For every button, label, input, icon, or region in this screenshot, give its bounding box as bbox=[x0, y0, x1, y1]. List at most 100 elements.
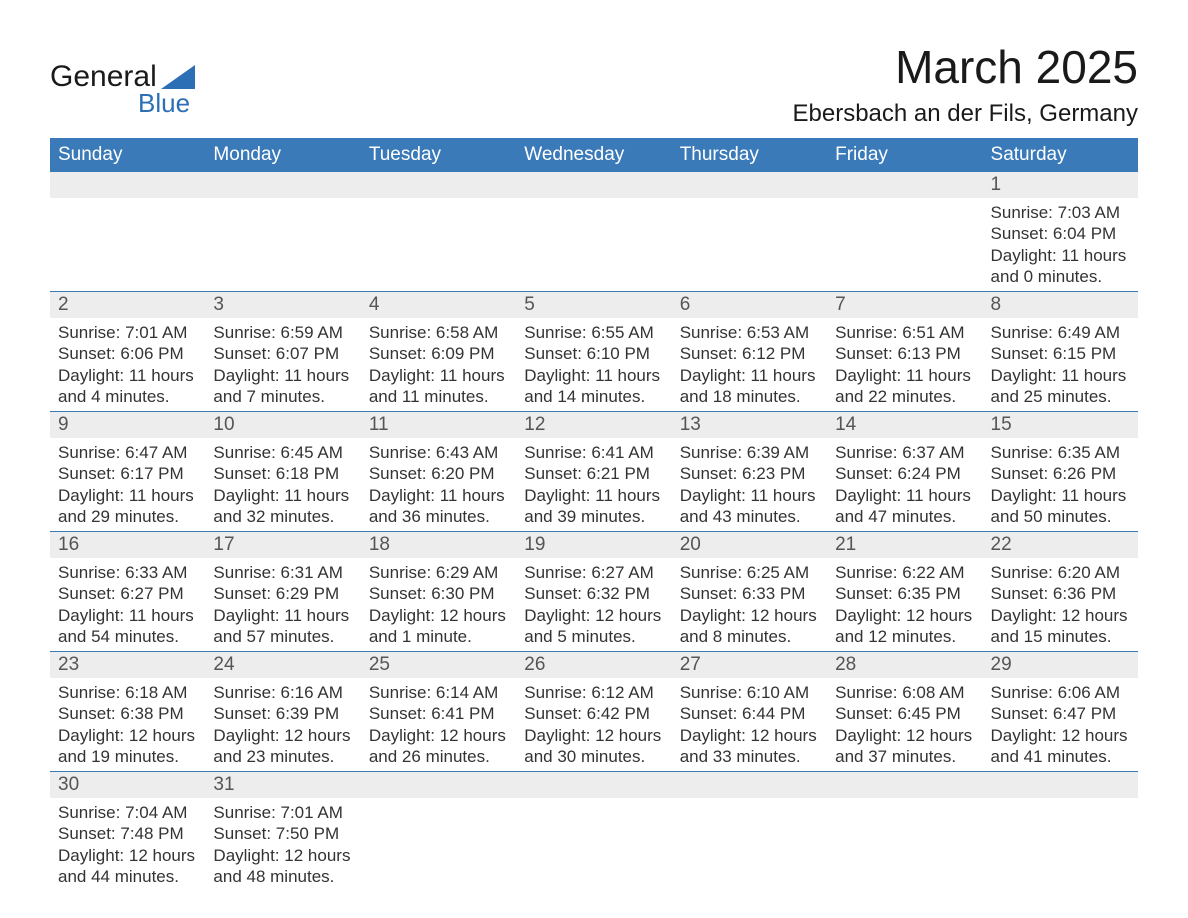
day-number: 29 bbox=[983, 652, 1138, 678]
day-number: 9 bbox=[50, 412, 205, 438]
daynum-cell: 26 bbox=[516, 652, 671, 678]
cell-sunset: Sunset: 6:17 PM bbox=[58, 463, 197, 484]
calendar-cell: Sunrise: 6:16 AMSunset: 6:39 PMDaylight:… bbox=[205, 678, 360, 771]
cell-body: Sunrise: 6:22 AMSunset: 6:35 PMDaylight:… bbox=[827, 558, 982, 647]
cell-sunset: Sunset: 6:09 PM bbox=[369, 343, 508, 364]
cell-sunset: Sunset: 6:18 PM bbox=[213, 463, 352, 484]
logo-triangle-icon bbox=[161, 65, 195, 89]
calendar-cell: Sunrise: 6:37 AMSunset: 6:24 PMDaylight:… bbox=[827, 438, 982, 531]
calendar-cell: Sunrise: 6:06 AMSunset: 6:47 PMDaylight:… bbox=[983, 678, 1138, 771]
cell-body bbox=[50, 198, 205, 202]
daynum-strip: 3031 bbox=[50, 772, 1138, 798]
daynum-cell bbox=[361, 172, 516, 198]
cell-daylight1: Daylight: 12 hours bbox=[213, 725, 352, 746]
calendar-cell: Sunrise: 7:04 AMSunset: 7:48 PMDaylight:… bbox=[50, 798, 205, 891]
day-number: 17 bbox=[205, 532, 360, 558]
cell-sunrise: Sunrise: 7:01 AM bbox=[213, 802, 352, 823]
day-number: 8 bbox=[983, 292, 1138, 318]
dayhead-tue: Tuesday bbox=[361, 138, 516, 172]
cell-daylight1: Daylight: 11 hours bbox=[991, 365, 1130, 386]
calendar-cell: Sunrise: 6:41 AMSunset: 6:21 PMDaylight:… bbox=[516, 438, 671, 531]
daynum-strip: 9101112131415 bbox=[50, 412, 1138, 438]
cell-sunset: Sunset: 6:26 PM bbox=[991, 463, 1130, 484]
calendar-cell: Sunrise: 6:12 AMSunset: 6:42 PMDaylight:… bbox=[516, 678, 671, 771]
cell-sunrise: Sunrise: 6:20 AM bbox=[991, 562, 1130, 583]
cell-daylight1: Daylight: 12 hours bbox=[835, 605, 974, 626]
cell-sunrise: Sunrise: 7:04 AM bbox=[58, 802, 197, 823]
daynum-cell: 18 bbox=[361, 532, 516, 558]
cell-sunrise: Sunrise: 6:14 AM bbox=[369, 682, 508, 703]
cell-daylight1: Daylight: 11 hours bbox=[213, 485, 352, 506]
cell-sunset: Sunset: 6:35 PM bbox=[835, 583, 974, 604]
day-number: 3 bbox=[205, 292, 360, 318]
calendar-cell bbox=[516, 798, 671, 891]
cell-daylight2: and 7 minutes. bbox=[213, 386, 352, 407]
cell-daylight2: and 18 minutes. bbox=[680, 386, 819, 407]
cell-daylight2: and 25 minutes. bbox=[991, 386, 1130, 407]
cell-body bbox=[361, 798, 516, 802]
day-number: 16 bbox=[50, 532, 205, 558]
day-number: 6 bbox=[672, 292, 827, 318]
daynum-strip: 2345678 bbox=[50, 292, 1138, 318]
daynum-cell: 15 bbox=[983, 412, 1138, 438]
cell-daylight1: Daylight: 11 hours bbox=[524, 485, 663, 506]
cell-sunset: Sunset: 6:42 PM bbox=[524, 703, 663, 724]
cell-daylight2: and 23 minutes. bbox=[213, 746, 352, 767]
cell-daylight1: Daylight: 12 hours bbox=[991, 725, 1130, 746]
cell-body: Sunrise: 6:41 AMSunset: 6:21 PMDaylight:… bbox=[516, 438, 671, 527]
cell-daylight1: Daylight: 12 hours bbox=[991, 605, 1130, 626]
day-number: 21 bbox=[827, 532, 982, 558]
day-number: 27 bbox=[672, 652, 827, 678]
daynum-cell: 1 bbox=[983, 172, 1138, 198]
cell-daylight2: and 54 minutes. bbox=[58, 626, 197, 647]
cell-daylight2: and 33 minutes. bbox=[680, 746, 819, 767]
cell-daylight1: Daylight: 12 hours bbox=[369, 725, 508, 746]
cell-sunrise: Sunrise: 6:41 AM bbox=[524, 442, 663, 463]
cell-sunrise: Sunrise: 6:08 AM bbox=[835, 682, 974, 703]
cell-sunrise: Sunrise: 6:55 AM bbox=[524, 322, 663, 343]
daynum-cell: 23 bbox=[50, 652, 205, 678]
cell-daylight1: Daylight: 11 hours bbox=[835, 485, 974, 506]
cell-sunset: Sunset: 6:10 PM bbox=[524, 343, 663, 364]
weeks-container: 1Sunrise: 7:03 AMSunset: 6:04 PMDaylight… bbox=[50, 172, 1138, 891]
cell-daylight1: Daylight: 11 hours bbox=[213, 605, 352, 626]
day-number: 7 bbox=[827, 292, 982, 318]
calendar-cell: Sunrise: 6:14 AMSunset: 6:41 PMDaylight:… bbox=[361, 678, 516, 771]
cell-daylight2: and 57 minutes. bbox=[213, 626, 352, 647]
dayhead-thu: Thursday bbox=[672, 138, 827, 172]
day-number bbox=[516, 172, 671, 176]
day-number: 11 bbox=[361, 412, 516, 438]
cell-sunset: Sunset: 6:47 PM bbox=[991, 703, 1130, 724]
daynum-cell: 6 bbox=[672, 292, 827, 318]
calendar-cell: Sunrise: 6:33 AMSunset: 6:27 PMDaylight:… bbox=[50, 558, 205, 651]
day-number: 31 bbox=[205, 772, 360, 798]
daynum-cell: 31 bbox=[205, 772, 360, 798]
cell-sunset: Sunset: 6:45 PM bbox=[835, 703, 974, 724]
day-number bbox=[361, 772, 516, 776]
cell-body bbox=[983, 798, 1138, 802]
daynum-cell bbox=[983, 772, 1138, 798]
calendar-cell: Sunrise: 6:53 AMSunset: 6:12 PMDaylight:… bbox=[672, 318, 827, 411]
cell-sunrise: Sunrise: 6:45 AM bbox=[213, 442, 352, 463]
cell-daylight1: Daylight: 11 hours bbox=[835, 365, 974, 386]
cell-sunset: Sunset: 6:12 PM bbox=[680, 343, 819, 364]
cell-body: Sunrise: 6:49 AMSunset: 6:15 PMDaylight:… bbox=[983, 318, 1138, 407]
dayhead-mon: Monday bbox=[205, 138, 360, 172]
cell-sunrise: Sunrise: 6:37 AM bbox=[835, 442, 974, 463]
cell-daylight1: Daylight: 12 hours bbox=[680, 725, 819, 746]
cell-body: Sunrise: 7:03 AMSunset: 6:04 PMDaylight:… bbox=[983, 198, 1138, 287]
cell-sunset: Sunset: 6:20 PM bbox=[369, 463, 508, 484]
cell-sunrise: Sunrise: 7:01 AM bbox=[58, 322, 197, 343]
cell-sunset: Sunset: 6:29 PM bbox=[213, 583, 352, 604]
day-number: 23 bbox=[50, 652, 205, 678]
location: Ebersbach an der Fils, Germany bbox=[793, 100, 1138, 128]
daynum-cell: 2 bbox=[50, 292, 205, 318]
day-number bbox=[516, 772, 671, 776]
week-row: 9101112131415Sunrise: 6:47 AMSunset: 6:1… bbox=[50, 412, 1138, 532]
cell-daylight1: Daylight: 11 hours bbox=[369, 365, 508, 386]
day-number: 30 bbox=[50, 772, 205, 798]
logo-text-b: Blue bbox=[138, 88, 195, 119]
cell-sunset: Sunset: 6:13 PM bbox=[835, 343, 974, 364]
cell-daylight1: Daylight: 11 hours bbox=[991, 485, 1130, 506]
daynum-cell: 30 bbox=[50, 772, 205, 798]
